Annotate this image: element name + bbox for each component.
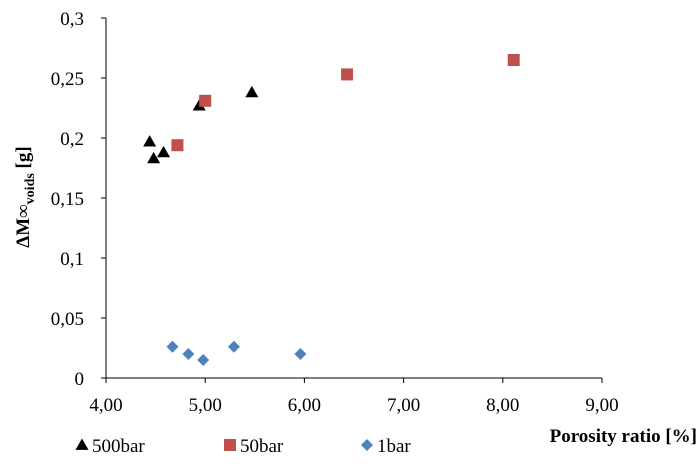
data-point-diamond <box>227 340 240 353</box>
y-axis-title-subscript: voids <box>23 173 38 205</box>
y-axis-ticks: 0 0,05 0,1 0,15 0,2 0,25 0,3 <box>51 9 106 390</box>
x-tick-label: 8,00 <box>486 395 519 416</box>
legend-item-500bar: 500bar <box>75 436 145 457</box>
x-axis-ticks: 4,00 5,00 6,00 7,00 8,00 9,00 <box>89 378 619 416</box>
legend-label: 500bar <box>92 436 145 457</box>
data-point-square <box>341 68 354 81</box>
data-point-square <box>507 54 520 66</box>
legend-marker-triangle <box>75 438 89 450</box>
legend-label: 1bar <box>377 436 411 457</box>
y-tick-label: 0,3 <box>60 9 84 30</box>
legend-marker-diamond <box>361 439 373 451</box>
data-point-triangle <box>147 151 161 164</box>
series-50bar <box>171 54 520 152</box>
data-point-diamond <box>197 354 210 366</box>
data-point-diamond <box>166 340 179 353</box>
legend-item-50bar: 50bar <box>224 436 284 457</box>
legend-marker-square <box>224 439 236 451</box>
data-point-diamond <box>182 348 195 360</box>
data-point-triangle <box>245 85 259 98</box>
data-points <box>143 54 520 366</box>
y-tick-label: 0,2 <box>60 129 84 150</box>
x-tick-label: 5,00 <box>189 395 222 416</box>
series-1bar <box>166 340 307 366</box>
x-tick-label: 4,00 <box>89 395 122 416</box>
y-tick-label: 0,1 <box>60 249 84 270</box>
data-point-square <box>199 94 212 107</box>
x-axis-title: Porosity ratio [%] <box>550 426 697 447</box>
y-tick-label: 0,25 <box>51 69 84 90</box>
x-tick-label: 6,00 <box>288 395 321 416</box>
y-tick-label: 0 <box>75 369 85 390</box>
y-tick-label: 0,05 <box>51 309 84 330</box>
x-tick-label: 9,00 <box>585 395 618 416</box>
axes <box>105 18 602 379</box>
data-point-triangle <box>143 135 157 147</box>
data-point-triangle <box>157 145 171 158</box>
data-point-square <box>171 139 184 152</box>
y-axis-title-main: ΔM∞ <box>13 204 34 247</box>
y-tick-label: 0,15 <box>51 189 84 210</box>
y-axis-title: ΔM∞voids [g] <box>13 146 38 247</box>
legend-label: 50bar <box>240 436 284 457</box>
x-tick-label: 7,00 <box>387 395 420 416</box>
data-point-diamond <box>294 348 307 360</box>
legend: 500bar 50bar 1bar <box>75 436 411 457</box>
legend-item-1bar: 1bar <box>361 436 411 457</box>
y-axis-title-unit: [g] <box>13 146 34 173</box>
